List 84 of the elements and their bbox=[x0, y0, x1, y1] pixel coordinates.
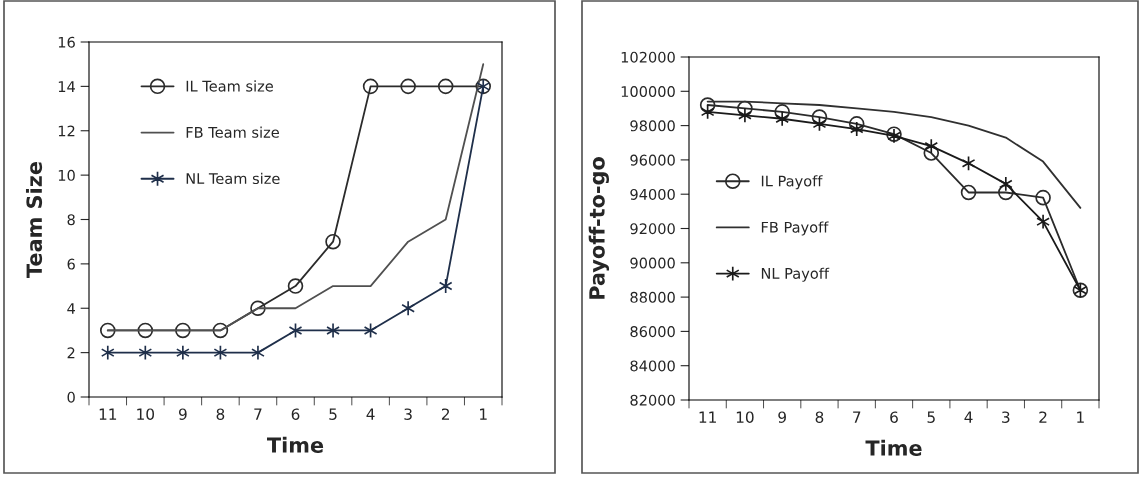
x-tick-label: 5 bbox=[927, 411, 935, 423]
y-tick-label: 10 bbox=[58, 169, 75, 181]
x-tick-label: 7 bbox=[254, 408, 262, 420]
x-tick-label: 3 bbox=[1002, 411, 1010, 423]
y-tick-label: 102000 bbox=[621, 51, 675, 63]
y-tick-label: 98000 bbox=[630, 120, 675, 132]
point bbox=[401, 300, 415, 317]
y-tick-label: 94000 bbox=[630, 188, 675, 200]
x-tick-label: 1 bbox=[480, 408, 487, 420]
x-tick-label: 8 bbox=[815, 411, 824, 423]
point bbox=[176, 344, 190, 361]
point bbox=[998, 176, 1013, 192]
legend-label: FB Team size bbox=[186, 126, 279, 138]
point bbox=[250, 300, 266, 317]
y-tick-label: 12 bbox=[58, 125, 75, 137]
y-tick-label: 96000 bbox=[630, 154, 675, 166]
x-tick-label: 11 bbox=[99, 408, 117, 420]
point bbox=[437, 78, 454, 95]
y-tick-label: 16 bbox=[58, 36, 75, 48]
point bbox=[175, 322, 191, 339]
y-tick-label: 100000 bbox=[621, 86, 675, 98]
x-tick-label: 4 bbox=[964, 411, 973, 423]
point bbox=[438, 278, 453, 294]
x-tick-label: 5 bbox=[329, 408, 337, 420]
point bbox=[137, 322, 154, 339]
point bbox=[960, 184, 977, 201]
x-tick-label: 4 bbox=[366, 408, 375, 420]
y-tick-label: 0 bbox=[67, 391, 75, 403]
point bbox=[849, 121, 864, 137]
y-tick-label: 82000 bbox=[630, 394, 675, 406]
y-tick-label: 2 bbox=[67, 347, 75, 359]
legend-label: NL Payoff bbox=[761, 267, 830, 282]
point bbox=[961, 155, 976, 172]
point bbox=[326, 322, 340, 339]
legend-label: IL Team size bbox=[186, 80, 273, 92]
x-tick-label: 2 bbox=[441, 408, 450, 420]
point bbox=[362, 78, 379, 95]
x-axis-title: Time bbox=[267, 436, 324, 453]
x-tick-label: 2 bbox=[1039, 411, 1047, 423]
point bbox=[363, 322, 378, 339]
x-tick-label: 7 bbox=[853, 411, 861, 423]
x-tick-label: 9 bbox=[178, 408, 187, 420]
point bbox=[738, 107, 752, 124]
y-tick-label: 8 bbox=[67, 214, 75, 226]
y-axis-title: Payoff-to-go bbox=[588, 157, 610, 299]
point bbox=[212, 322, 229, 339]
x-tick-label: 6 bbox=[890, 411, 898, 423]
y-tick-label: 88000 bbox=[630, 291, 675, 303]
point bbox=[923, 145, 940, 161]
point bbox=[1036, 213, 1050, 230]
point bbox=[288, 322, 303, 339]
y-tick-label: 86000 bbox=[630, 326, 675, 338]
x-tick-label: 6 bbox=[291, 408, 300, 420]
point bbox=[138, 344, 153, 361]
point bbox=[100, 344, 115, 361]
point bbox=[251, 344, 265, 361]
x-tick-label: 11 bbox=[699, 411, 716, 423]
point bbox=[400, 78, 416, 95]
point bbox=[812, 116, 827, 132]
y-tick-label: 6 bbox=[67, 258, 75, 270]
point bbox=[287, 278, 304, 294]
x-tick-label: 9 bbox=[778, 411, 786, 423]
y-tick-label: 92000 bbox=[630, 223, 675, 235]
x-tick-label: 10 bbox=[736, 411, 754, 423]
point bbox=[775, 110, 790, 127]
y-tick-label: 14 bbox=[58, 81, 75, 92]
point bbox=[325, 233, 341, 250]
legend-label: FB Payoff bbox=[761, 221, 829, 236]
x-tick-label: 1 bbox=[1077, 411, 1084, 423]
point bbox=[924, 138, 939, 154]
point bbox=[700, 104, 715, 120]
legend-label: IL Payoff bbox=[761, 175, 823, 190]
point bbox=[1035, 189, 1051, 206]
y-tick-label: 90000 bbox=[630, 257, 675, 269]
point bbox=[99, 322, 116, 339]
point bbox=[213, 344, 228, 361]
y-axis-title: Team Size bbox=[25, 162, 43, 278]
x-tick-label: 8 bbox=[216, 408, 225, 420]
x-tick-label: 10 bbox=[137, 408, 155, 420]
y-tick-label: 84000 bbox=[630, 360, 675, 372]
x-axis-title: Time bbox=[865, 439, 922, 456]
legend-label: NL Team size bbox=[186, 172, 280, 185]
x-tick-label: 3 bbox=[404, 408, 412, 420]
y-tick-label: 4 bbox=[67, 303, 75, 314]
